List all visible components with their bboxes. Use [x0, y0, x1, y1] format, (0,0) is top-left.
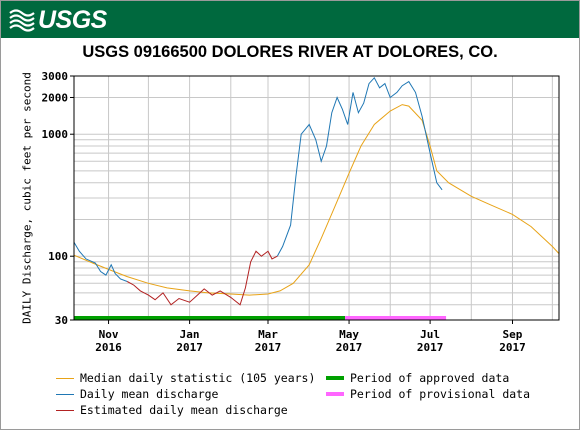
x-tick-label-month: Jan — [180, 328, 200, 341]
approved-period-bar — [74, 316, 346, 320]
x-tick-label-year: 2017 — [336, 341, 363, 354]
estimated-series-line — [126, 250, 278, 306]
series-lines — [73, 76, 560, 306]
x-tick-label-year: 2017 — [255, 341, 282, 354]
x-tick-label-month: Sep — [503, 328, 523, 341]
usgs-logo-text: USGS — [38, 5, 107, 34]
legend-item-daily-mean: Daily mean discharge — [56, 387, 218, 401]
daily-mean-series-line — [73, 242, 128, 282]
median-series-line — [73, 104, 560, 296]
y-tick-label: 2000 — [42, 91, 69, 104]
legend-label-provisional: Period of provisional data — [350, 387, 531, 401]
legend-swatch-estimated — [56, 409, 74, 411]
y-tick-label: 3000 — [42, 70, 69, 83]
legend-label-approved: Period of approved data — [350, 371, 510, 385]
legend-item-provisional: Period of provisional data — [326, 387, 530, 401]
legend-item-median: Median daily statistic (105 years) — [56, 371, 315, 385]
usgs-banner: USGS — [1, 1, 579, 38]
x-tick-label-month: Nov — [99, 328, 119, 341]
x-tick-label-year: 2017 — [176, 341, 203, 354]
y-tick-label: 1000 — [42, 128, 69, 141]
x-tick-label-month: Mar — [258, 328, 278, 341]
usgs-logo[interactable]: USGS — [9, 5, 107, 35]
x-tick-label-year: 2017 — [499, 341, 526, 354]
legend-label-median: Median daily statistic (105 years) — [80, 371, 316, 385]
legend-swatch-daily-mean — [56, 393, 74, 395]
x-tick-label-month: May — [339, 328, 359, 341]
period-bars — [74, 316, 447, 320]
legend-label-estimated: Estimated daily mean discharge — [80, 403, 288, 417]
legend-item-estimated: Estimated daily mean discharge — [56, 403, 288, 417]
chart-title: USGS 09166500 DOLORES RIVER AT DOLORES, … — [82, 43, 498, 61]
legend-swatch-provisional — [326, 392, 344, 396]
daily-mean-series-line — [276, 76, 443, 257]
x-tick-label-month: Jul — [420, 328, 440, 341]
usgs-wave-icon — [9, 9, 35, 32]
y-tick-label: 30 — [55, 314, 68, 327]
x-tick-label-year: 2016 — [95, 341, 122, 354]
legend-swatch-approved — [326, 376, 344, 380]
x-tick-label-year: 2017 — [417, 341, 444, 354]
y-tick-label: 100 — [48, 250, 68, 263]
axes — [73, 75, 560, 321]
legend-swatch-median — [56, 377, 74, 379]
provisional-period-bar — [345, 316, 447, 320]
plot-border — [73, 75, 560, 321]
legend-label-daily-mean: Daily mean discharge — [80, 387, 219, 401]
tick-labels: 30100100020003000Nov2016Jan2017Mar2017Ma… — [42, 70, 526, 354]
grid-lines — [74, 75, 559, 321]
legend-item-approved: Period of approved data — [326, 371, 509, 385]
